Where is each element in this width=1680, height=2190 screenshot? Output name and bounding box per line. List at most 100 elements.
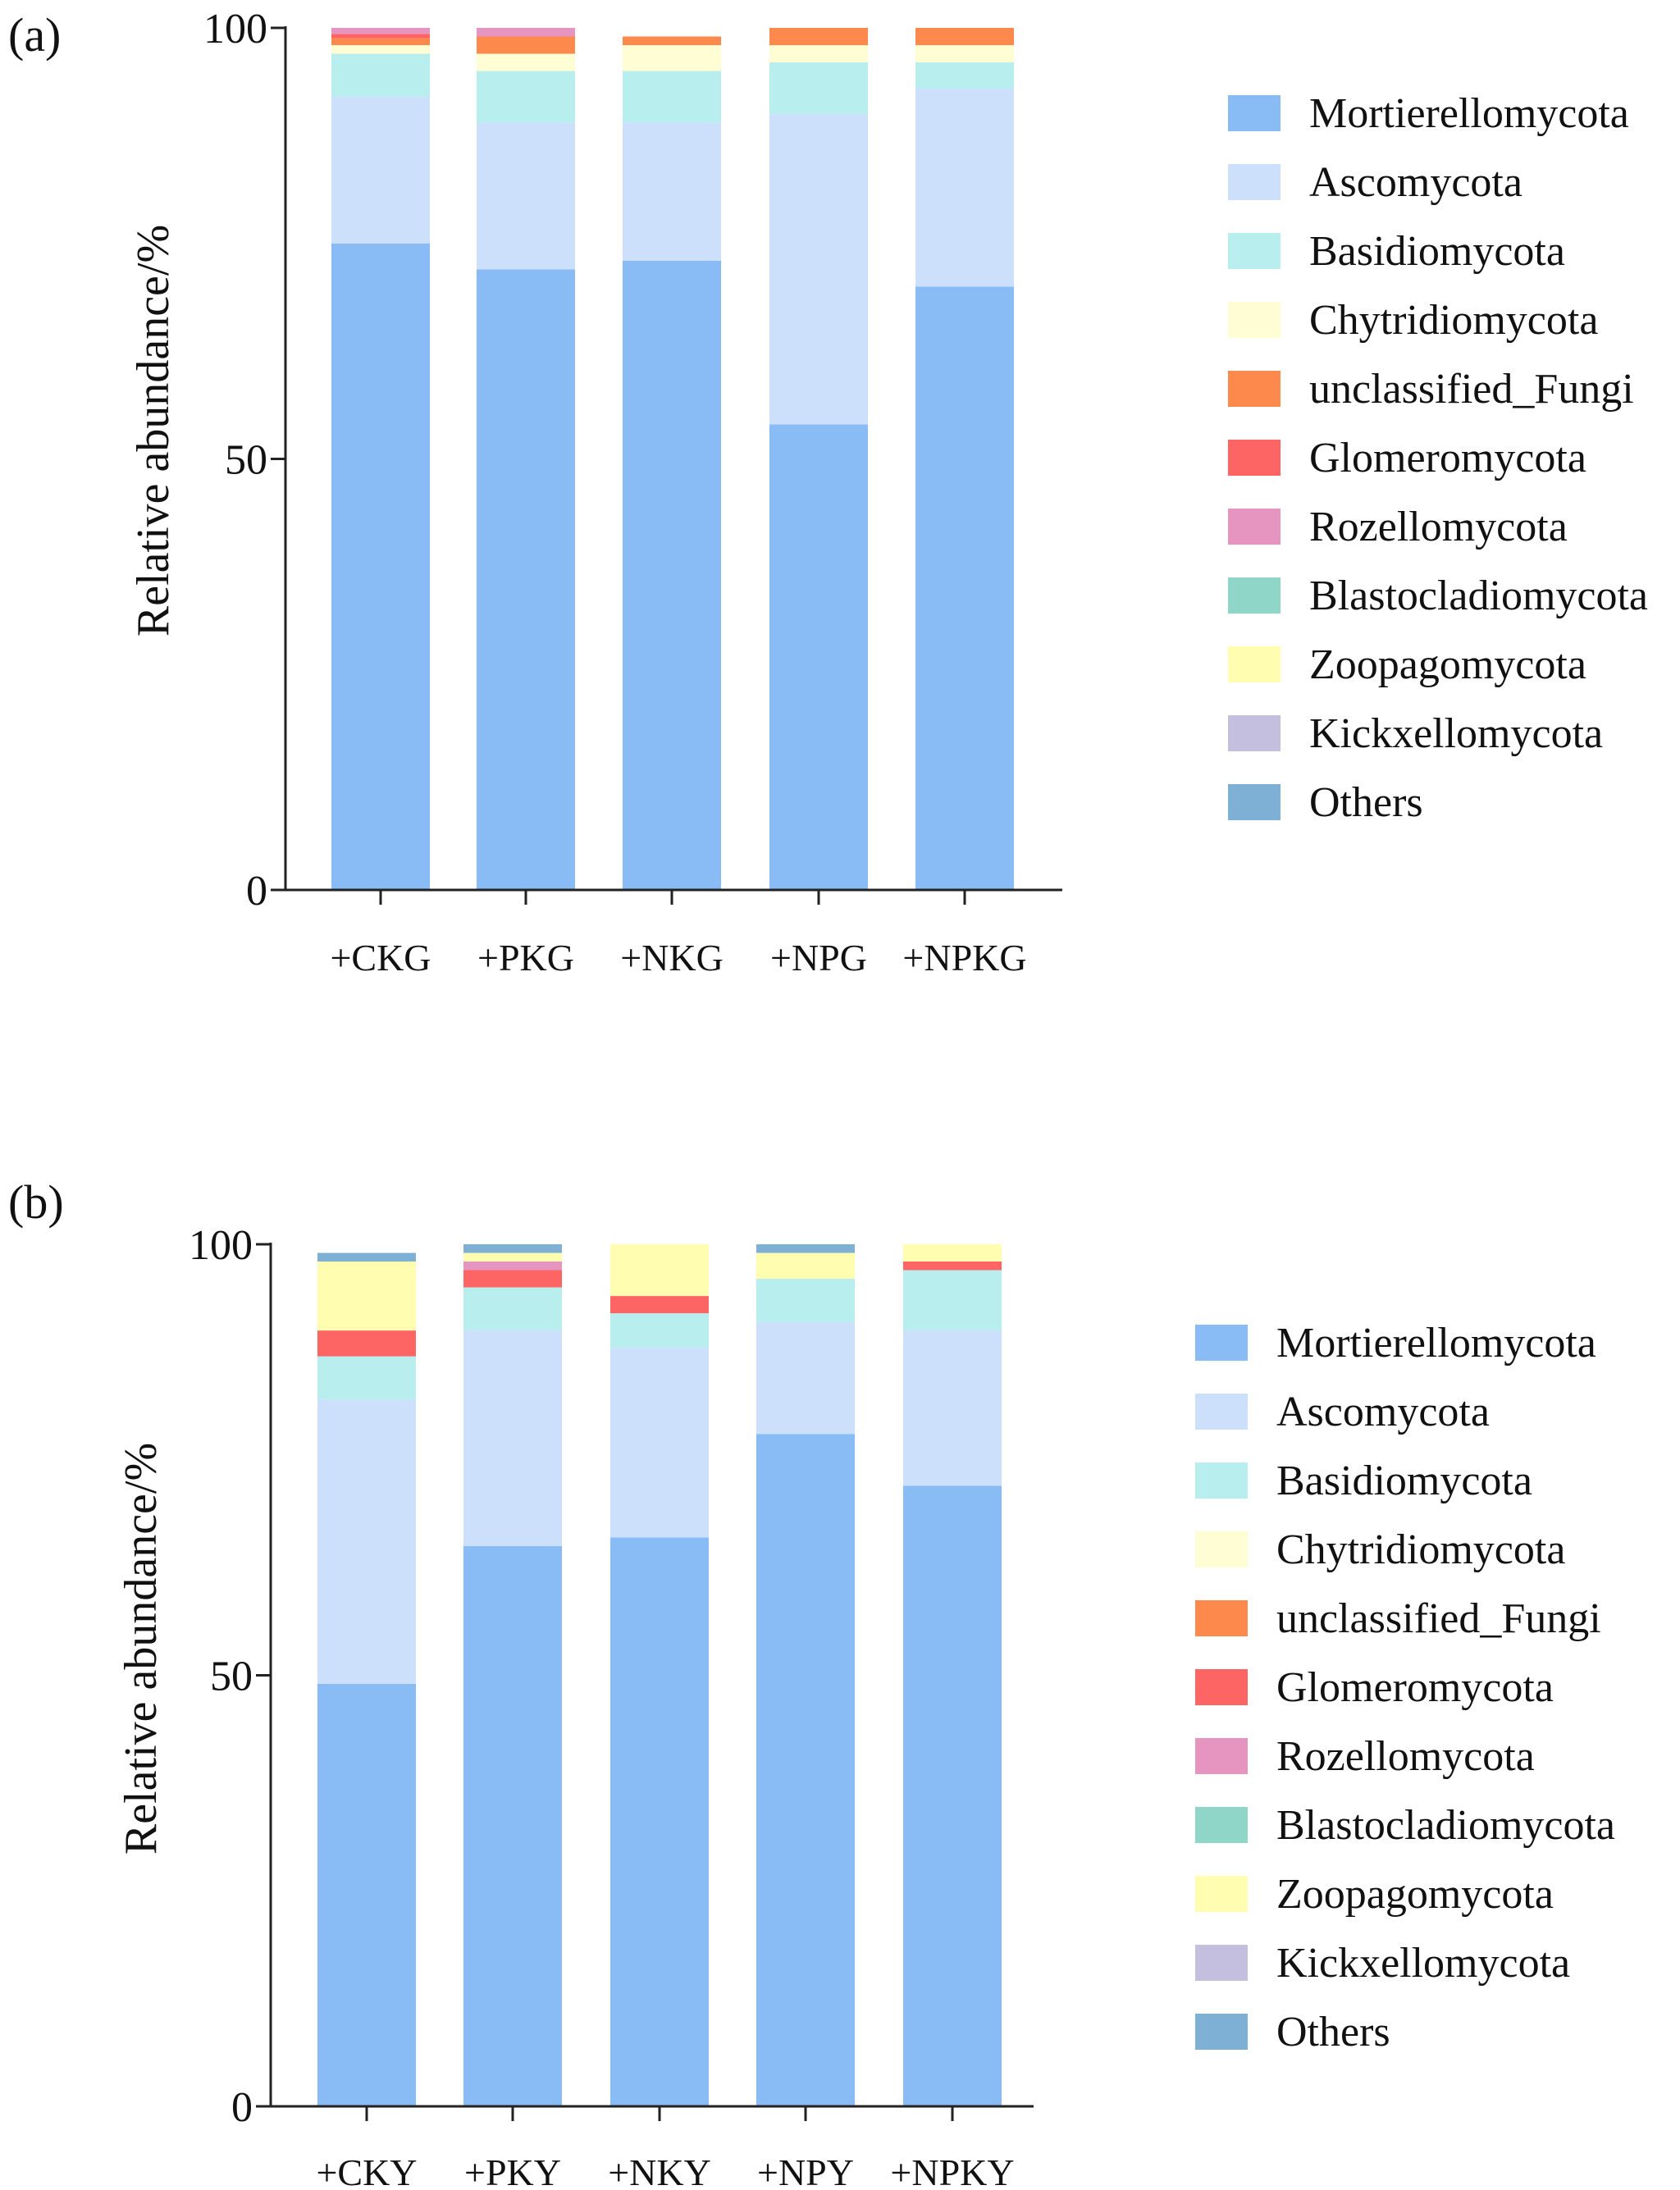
bar-segment (331, 28, 430, 34)
bar-segment (610, 1313, 709, 1348)
bar-segment (331, 38, 430, 46)
y-tick-label: 0 (231, 2084, 253, 2131)
bar-segment (756, 1252, 855, 1280)
legend-swatch (1228, 371, 1281, 407)
bar-segment (915, 62, 1014, 89)
legend-swatch (1195, 1876, 1248, 1912)
legend-label: Kickxellomycota (1309, 710, 1603, 757)
legend-swatch (1195, 1738, 1248, 1774)
bar-segment (756, 1434, 855, 2106)
bar-segment (331, 34, 430, 39)
y-tick-label: 50 (210, 1654, 253, 1700)
legend-label: Blastocladiomycota (1276, 1802, 1615, 1849)
bar-segment (903, 1270, 1002, 1331)
y-axis-title: Relative abundance/% (128, 225, 179, 636)
chart-panel-b: (b) Relative abundance/% 0 50 100 +CKY +PKY +NK… (8, 1175, 1615, 2190)
bar-segment (769, 114, 868, 425)
bar-segment (610, 1244, 709, 1297)
legend-label: unclassified_Fungi (1309, 366, 1634, 413)
bar-segment (331, 97, 430, 244)
bar-segment (331, 45, 430, 54)
legend-swatch (1195, 1945, 1248, 1981)
legend: Mortierellomycota Ascomycota Basidiomycota… (1195, 1320, 1615, 2055)
x-tick-label: +CKG (330, 937, 431, 979)
x-tick-label: +PKY (464, 2151, 561, 2190)
bar-segment (903, 1244, 1002, 1262)
x-tick-label: +CKY (316, 2151, 417, 2190)
bar-segment (623, 45, 721, 71)
bar-segment (477, 269, 575, 890)
bar-segment (610, 1537, 709, 2106)
legend-label: Chytridiomycota (1309, 297, 1598, 344)
bar-segment (769, 45, 868, 63)
bar-segment (756, 1279, 855, 1322)
bar-segment (477, 36, 575, 54)
bar-segment (463, 1545, 562, 2106)
legend-label: Basidiomycota (1276, 1458, 1532, 1504)
bar-segment (317, 1330, 416, 1357)
legend-label: Others (1309, 779, 1423, 826)
bar-segment (463, 1330, 562, 1546)
bar-segment (610, 1296, 709, 1314)
legend-label: Rozellomycota (1309, 504, 1568, 550)
bar-segment (769, 62, 868, 115)
bar-segment (463, 1252, 562, 1262)
y-tick-label: 50 (225, 437, 267, 484)
legend-label: Mortierellomycota (1276, 1320, 1596, 1366)
x-tick-label: +NKY (608, 2151, 711, 2190)
y-tick-label: 0 (246, 868, 267, 915)
bar-segment (769, 28, 868, 46)
legend-swatch (1228, 577, 1281, 614)
bar-segment (477, 28, 575, 37)
legend-swatch (1228, 440, 1281, 476)
legend-swatch (1228, 784, 1281, 820)
x-tick-label: +NPKG (902, 937, 1026, 979)
legend-label: Zoopagomycota (1309, 641, 1586, 688)
legend-swatch (1228, 233, 1281, 269)
legend-swatch (1195, 1669, 1248, 1705)
legend-label: Glomeromycota (1309, 435, 1586, 481)
legend-swatch (1195, 1600, 1248, 1636)
bar-segment (317, 1399, 416, 1685)
x-tick-label: +PKG (477, 937, 574, 979)
legend-swatch (1195, 1325, 1248, 1361)
panel-label: (b) (8, 1175, 64, 1229)
y-axis-title: Relative abundance/% (116, 1443, 167, 1855)
x-tick-label: +NPY (757, 2151, 854, 2190)
legend-label: unclassified_Fungi (1276, 1595, 1601, 1642)
bar-segment (623, 260, 721, 890)
bar-segment (463, 1244, 562, 1253)
legend-label: Zoopagomycota (1276, 1871, 1554, 1918)
bar-segment (477, 71, 575, 123)
legend-swatch (1228, 646, 1281, 682)
bar-segment (769, 424, 868, 890)
legend-label: Basidiomycota (1309, 228, 1565, 275)
legend-swatch (1195, 1531, 1248, 1567)
legend-swatch (1195, 1807, 1248, 1843)
bar-segment (915, 286, 1014, 890)
bar-segment (317, 1684, 416, 2106)
legend-label: Glomeromycota (1276, 1664, 1554, 1711)
legend-label: Mortierellomycota (1309, 90, 1629, 137)
legend-swatch (1228, 164, 1281, 200)
legend-label: Others (1276, 2009, 1390, 2055)
bar-segment (463, 1262, 562, 1271)
bar-segment (756, 1321, 855, 1435)
legend-swatch (1195, 1394, 1248, 1430)
bar-segment (903, 1330, 1002, 1486)
legend-swatch (1228, 302, 1281, 338)
bar-segment (756, 1244, 855, 1253)
legend: Mortierellomycota Ascomycota Basidiomycota… (1228, 90, 1648, 826)
bar-segment (463, 1287, 562, 1331)
legend-label: Blastocladiomycota (1309, 573, 1648, 619)
legend-swatch (1228, 715, 1281, 751)
bar-segment (915, 88, 1014, 287)
y-tick-label: 100 (203, 6, 267, 52)
bar-segment (317, 1262, 416, 1331)
panel-label: (a) (8, 8, 61, 62)
legend-swatch (1228, 95, 1281, 131)
legend-label: Ascomycota (1309, 159, 1522, 206)
bar-segment (915, 28, 1014, 46)
bar-segment (317, 1356, 416, 1400)
